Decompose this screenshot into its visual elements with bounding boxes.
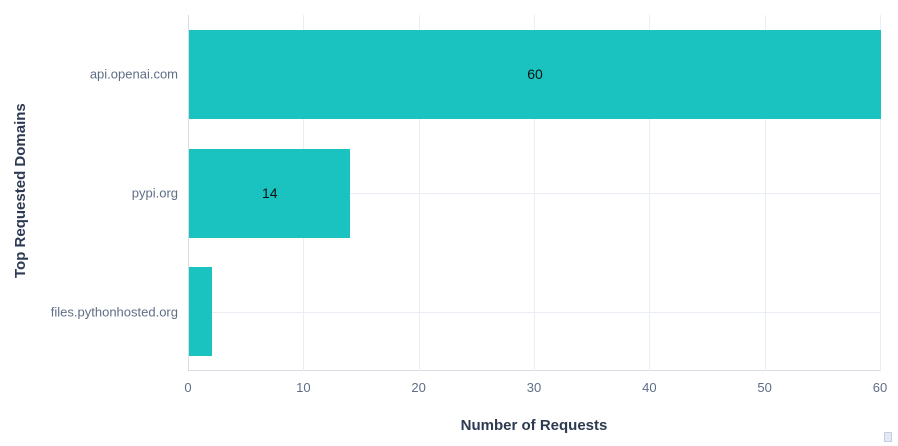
x-tick-label: 10 <box>296 380 311 395</box>
x-tick-label: 40 <box>642 380 657 395</box>
x-tick-label: 50 <box>757 380 772 395</box>
gridline-horizontal <box>189 193 881 194</box>
y-axis-title: Top Requested Domains <box>12 103 29 278</box>
bar[interactable]: 60 <box>189 29 881 119</box>
x-tick-label: 20 <box>411 380 426 395</box>
y-category-label: files.pythonhosted.org <box>50 304 178 320</box>
bar-value-label: 60 <box>527 66 543 83</box>
x-tick-label: 60 <box>872 380 888 395</box>
x-tick-label: 30 <box>526 380 542 395</box>
x-axis-title: Number of Requests <box>460 417 608 434</box>
bar-value-label: 14 <box>261 185 278 201</box>
bar[interactable] <box>189 267 213 357</box>
y-category-label: api.openai.com <box>89 66 178 82</box>
gridline-horizontal <box>189 311 881 313</box>
y-category-label: pypi.org <box>131 185 178 201</box>
x-tick-label: 0 <box>184 380 192 395</box>
bar[interactable]: 14 <box>189 148 351 238</box>
image-placeholder-icon <box>884 432 892 442</box>
